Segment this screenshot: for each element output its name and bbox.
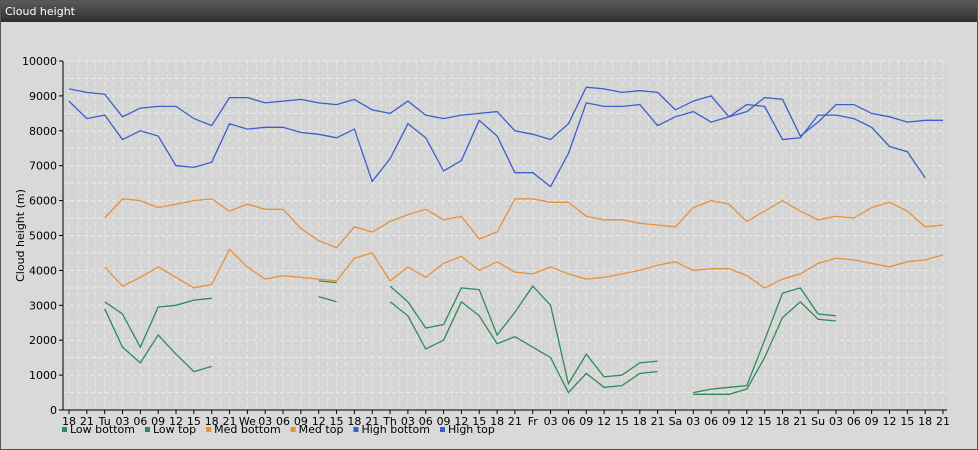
x-tick-label: 21 xyxy=(508,415,522,428)
x-tick-label: 18 xyxy=(62,415,76,428)
x-tick-label: 18 xyxy=(205,415,219,428)
x-tick-label: 18 xyxy=(633,415,647,428)
legend-swatch xyxy=(290,427,296,432)
x-tick-label: Th xyxy=(382,415,397,428)
y-axis-label: Cloud height (m) xyxy=(14,189,27,282)
y-tick-label: 10000 xyxy=(22,55,57,68)
series-line-segment xyxy=(318,295,337,303)
series-line-segment xyxy=(104,248,944,289)
window-title: Cloud height xyxy=(1,1,977,22)
x-tick-label: 18 xyxy=(918,415,932,428)
x-tick-label: 06 xyxy=(276,415,290,428)
x-tick-label: Sa xyxy=(669,415,683,428)
series-med-bottom xyxy=(104,248,944,289)
x-tick-label: 12 xyxy=(882,415,896,428)
series-line-segment xyxy=(104,198,944,249)
x-tick-label: 15 xyxy=(187,415,201,428)
series-line-segment xyxy=(693,300,837,395)
series-line-segment xyxy=(389,300,658,394)
x-tick-label: 09 xyxy=(865,415,879,428)
series-high-top xyxy=(68,86,943,141)
legend-swatch xyxy=(353,427,359,432)
y-tick-label: 9000 xyxy=(29,90,57,103)
series-line-segment xyxy=(104,297,212,349)
legend-entry: Med top xyxy=(299,423,344,436)
x-tick-label: 15 xyxy=(472,415,486,428)
series-low-bottom xyxy=(104,295,837,395)
x-tick-label: 21 xyxy=(936,415,950,428)
legend-entry: Low bottom xyxy=(70,423,135,436)
x-tick-label: 15 xyxy=(758,415,772,428)
x-tick-label: Fr xyxy=(528,415,539,428)
x-tick-label: 15 xyxy=(615,415,629,428)
x-tick-label: 03 xyxy=(686,415,700,428)
x-tick-label: 15 xyxy=(900,415,914,428)
x-tick-label: 09 xyxy=(294,415,308,428)
x-tick-label: 03 xyxy=(544,415,558,428)
chart-panel: 0 1000 2000 3000 4000 5000 6000 7000 8000 9000 100… xyxy=(2,23,976,448)
y-tick-label: 6000 xyxy=(29,195,57,208)
legend-entry: High bottom xyxy=(361,423,430,436)
x-tick-label: Tu xyxy=(98,415,111,428)
y-tick-label: 5000 xyxy=(29,230,57,243)
legend-entry: High top xyxy=(448,423,495,436)
x-tick-label: 21 xyxy=(365,415,379,428)
series-line-segment xyxy=(318,280,337,284)
x-tick-label: 03 xyxy=(829,415,843,428)
cloud-height-chart: 0 1000 2000 3000 4000 5000 6000 7000 8000 9000 100… xyxy=(14,55,950,436)
legend-swatch xyxy=(206,427,212,432)
x-tick-label: 12 xyxy=(454,415,468,428)
x-tick-label: 12 xyxy=(312,415,326,428)
y-tick-label: 0 xyxy=(50,404,57,417)
series-line-segment xyxy=(693,287,837,394)
legend-entry: Med bottom xyxy=(214,423,281,436)
series-med-top xyxy=(104,198,944,249)
legend-swatch xyxy=(144,427,150,432)
series-line-segment xyxy=(389,285,658,386)
series-low-top xyxy=(104,280,837,394)
series-line-segment xyxy=(104,308,212,373)
x-tick-label: 21 xyxy=(80,415,94,428)
x-tick-label: 15 xyxy=(330,415,344,428)
x-tick-label: 18 xyxy=(347,415,361,428)
x-tick-label: 18 xyxy=(775,415,789,428)
x-tick-label: 03 xyxy=(116,415,130,428)
x-tick-label: 18 xyxy=(490,415,504,428)
y-tick-label: 2000 xyxy=(29,334,57,347)
series-line-segment xyxy=(68,86,943,141)
x-tick-label: 03 xyxy=(401,415,415,428)
x-tick-label: 21 xyxy=(793,415,807,428)
legend-swatch xyxy=(62,427,67,432)
y-tick-label: 7000 xyxy=(29,160,57,173)
x-tick-label: 21 xyxy=(223,415,237,428)
x-tick-label: Su xyxy=(811,415,825,428)
x-tick-label: 06 xyxy=(419,415,433,428)
y-tick-label: 4000 xyxy=(29,264,57,277)
series-line-segment xyxy=(68,100,926,188)
x-tick-label: 03 xyxy=(258,415,272,428)
x-tick-label: 09 xyxy=(722,415,736,428)
legend-swatch xyxy=(440,427,445,432)
y-tick-label: 8000 xyxy=(29,125,57,138)
x-tick-label: We xyxy=(239,415,256,428)
legend-entry: Low top xyxy=(153,423,196,436)
x-tick-label: 06 xyxy=(704,415,718,428)
x-tick-label: 06 xyxy=(561,415,575,428)
series-high-bottom xyxy=(68,100,926,188)
x-tick-label: 21 xyxy=(651,415,665,428)
x-tick-label: 12 xyxy=(597,415,611,428)
x-tick-label: 09 xyxy=(437,415,451,428)
y-tick-label: 3000 xyxy=(29,299,57,312)
x-tick-label: 06 xyxy=(847,415,861,428)
x-tick-label: 09 xyxy=(151,415,165,428)
x-tick-label: 12 xyxy=(740,415,754,428)
y-tick-label: 1000 xyxy=(29,369,57,382)
x-tick-label: 09 xyxy=(579,415,593,428)
x-tick-label: 06 xyxy=(133,415,147,428)
x-tick-label: 12 xyxy=(169,415,183,428)
